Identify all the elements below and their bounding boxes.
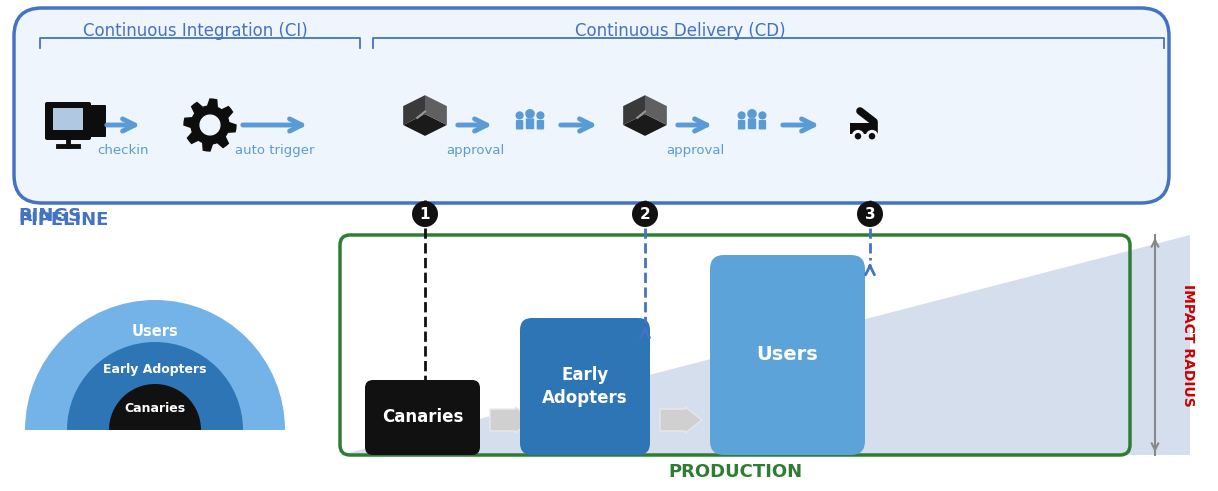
Text: checkin: checkin — [97, 144, 149, 157]
Circle shape — [632, 201, 658, 227]
FancyBboxPatch shape — [710, 255, 865, 455]
Text: RINGS: RINGS — [18, 207, 82, 225]
Circle shape — [853, 132, 862, 141]
Text: IMPACT RADIUS: IMPACT RADIUS — [1181, 284, 1195, 407]
Text: Early Adopters: Early Adopters — [104, 363, 207, 377]
Text: auto trigger: auto trigger — [235, 144, 314, 157]
FancyBboxPatch shape — [516, 120, 524, 130]
Polygon shape — [490, 407, 532, 433]
Text: PIPELINE: PIPELINE — [18, 211, 108, 229]
FancyBboxPatch shape — [738, 120, 745, 130]
FancyBboxPatch shape — [526, 118, 535, 129]
FancyBboxPatch shape — [748, 118, 756, 129]
FancyBboxPatch shape — [45, 102, 91, 140]
Polygon shape — [184, 99, 236, 151]
FancyBboxPatch shape — [365, 380, 480, 455]
Text: Canaries: Canaries — [124, 402, 185, 414]
Text: PRODUCTION: PRODUCTION — [667, 463, 803, 481]
Circle shape — [515, 111, 524, 119]
Bar — [52, 109, 83, 130]
Text: Users: Users — [132, 325, 178, 339]
Polygon shape — [403, 95, 425, 125]
Text: 2: 2 — [639, 207, 650, 222]
FancyBboxPatch shape — [13, 8, 1169, 203]
FancyBboxPatch shape — [90, 105, 106, 137]
Wedge shape — [26, 300, 285, 430]
Text: Canaries: Canaries — [381, 409, 463, 427]
Bar — [850, 123, 871, 134]
Polygon shape — [624, 95, 646, 125]
Circle shape — [738, 111, 745, 119]
Wedge shape — [67, 342, 244, 430]
Text: Continuous Integration (CI): Continuous Integration (CI) — [83, 22, 307, 40]
Circle shape — [412, 201, 438, 227]
Wedge shape — [108, 384, 201, 430]
Circle shape — [867, 132, 877, 141]
Circle shape — [747, 109, 756, 119]
Text: Early
Adopters: Early Adopters — [542, 366, 627, 408]
Text: 1: 1 — [420, 207, 430, 222]
Polygon shape — [340, 235, 1190, 455]
Text: approval: approval — [666, 144, 725, 157]
Polygon shape — [646, 95, 666, 125]
Text: 3: 3 — [865, 207, 876, 222]
Text: approval: approval — [446, 144, 504, 157]
FancyBboxPatch shape — [520, 318, 650, 455]
Circle shape — [857, 201, 883, 227]
Polygon shape — [425, 95, 447, 125]
FancyBboxPatch shape — [537, 120, 544, 130]
Circle shape — [759, 111, 766, 119]
FancyBboxPatch shape — [759, 120, 766, 130]
Text: Users: Users — [756, 346, 818, 364]
Circle shape — [536, 111, 544, 119]
Text: Continuous Delivery (CD): Continuous Delivery (CD) — [575, 22, 786, 40]
Polygon shape — [660, 407, 702, 433]
Polygon shape — [200, 115, 220, 135]
Polygon shape — [624, 114, 666, 136]
Polygon shape — [403, 114, 447, 136]
Circle shape — [525, 109, 535, 119]
